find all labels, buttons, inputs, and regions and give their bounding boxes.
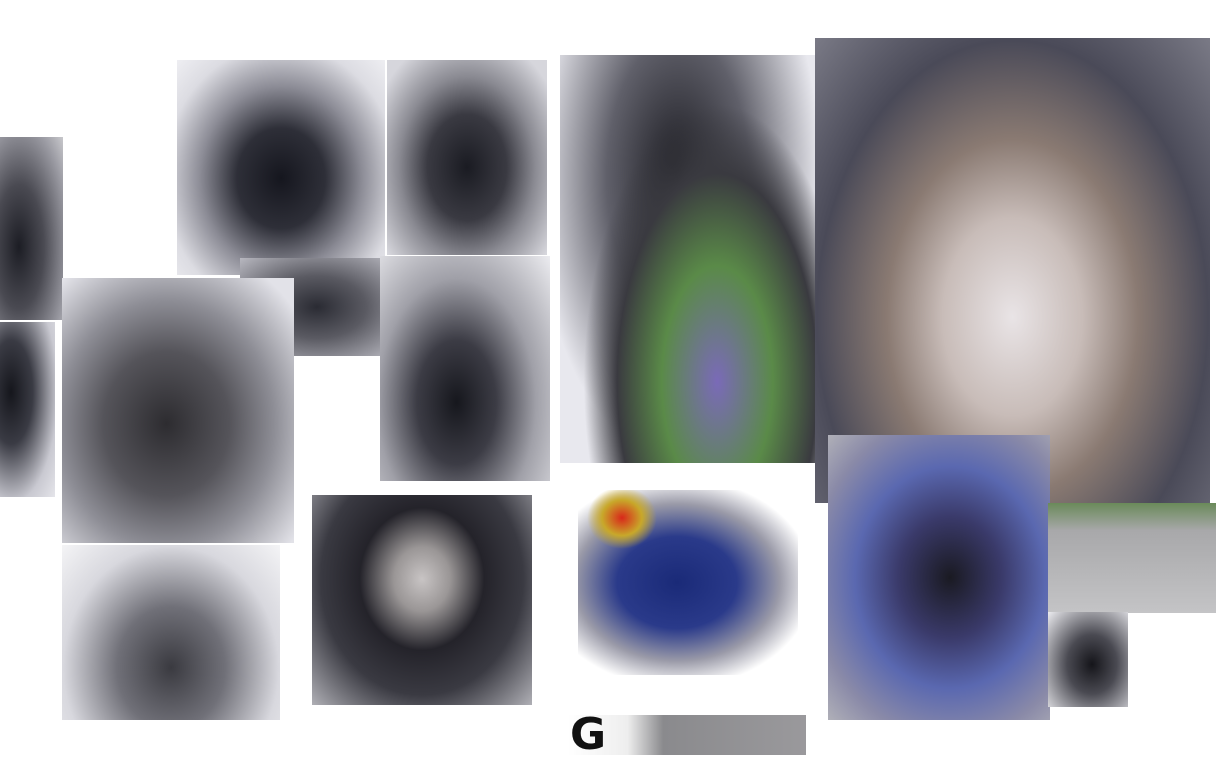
photo-tile: [1048, 503, 1216, 613]
photo-tile: [387, 60, 547, 255]
photo-tile: [815, 38, 1210, 503]
photo-tile: [560, 55, 822, 463]
photo-tile: [62, 278, 294, 543]
photo-tile: [0, 322, 55, 497]
photo-tile: [0, 137, 63, 320]
photo-tile: [1048, 612, 1128, 707]
photo-tile: [828, 435, 1050, 720]
photo-tile: [62, 545, 280, 720]
photo-tile: [380, 256, 550, 481]
fragment-text: G: [570, 709, 606, 760]
photo-tile: [177, 60, 385, 275]
text-fragment: G: [568, 709, 806, 760]
photo-tile: [312, 495, 532, 705]
photo-tile: [578, 490, 798, 675]
